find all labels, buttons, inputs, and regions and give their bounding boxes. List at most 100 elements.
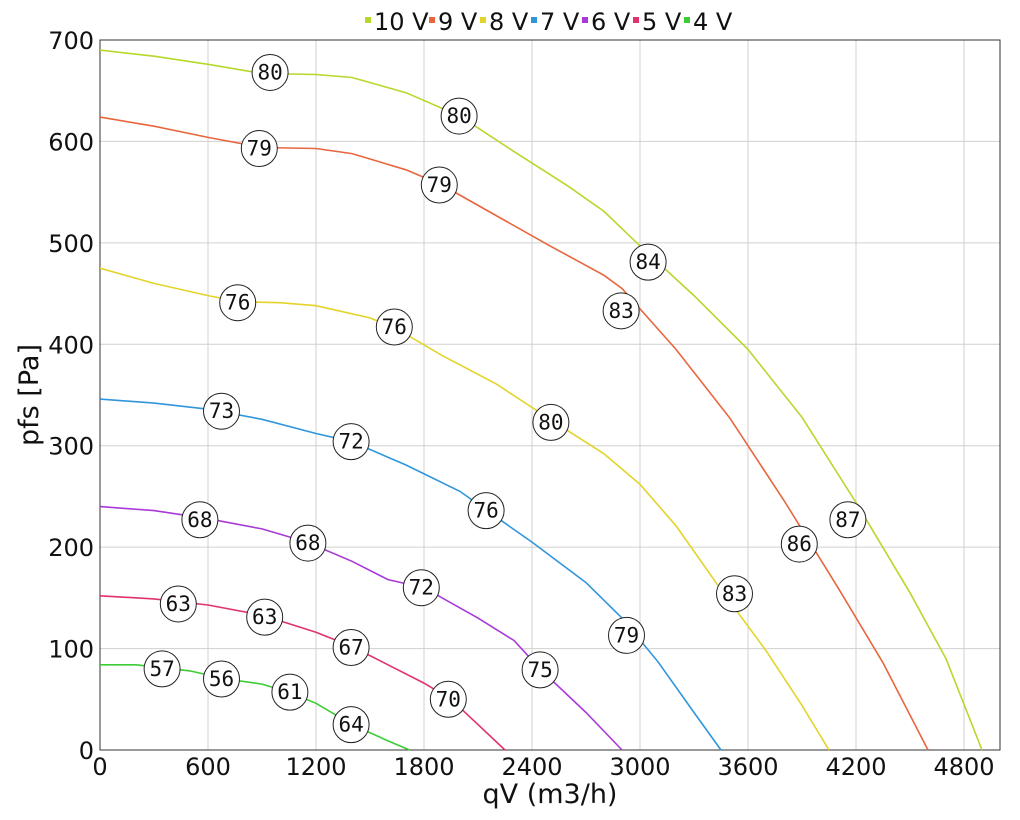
marker-circle [629, 243, 667, 281]
marker-circle [332, 706, 370, 744]
efficiency-marker: 64 [332, 706, 370, 744]
marker-label: 79 [247, 137, 272, 161]
y-tick-label: 200 [48, 534, 94, 562]
marker-circle [143, 650, 181, 688]
marker-label: 83 [722, 582, 747, 606]
y-tick-label: 700 [48, 27, 94, 55]
x-tick-label: 600 [185, 753, 231, 781]
efficiency-marker: 80 [532, 403, 570, 441]
efficiency-marker: 68 [181, 501, 219, 539]
efficiency-marker: 87 [829, 501, 867, 539]
marker-circle [159, 585, 197, 623]
legend-item[interactable]: 4 V [684, 8, 733, 36]
marker-label: 67 [338, 636, 363, 660]
marker-circle [251, 53, 289, 91]
marker-label: 83 [608, 299, 633, 323]
efficiency-marker: 86 [780, 525, 818, 563]
efficiency-marker: 61 [271, 673, 309, 711]
marker-circle [716, 575, 753, 613]
marker-circle [271, 673, 309, 711]
legend-label: 5 V [642, 8, 682, 36]
marker-circle [332, 423, 370, 461]
efficiency-marker: 79 [420, 166, 458, 204]
marker-label: 64 [338, 713, 363, 737]
marker-label: 76 [473, 499, 498, 523]
legend-item[interactable]: 8 V [480, 8, 529, 36]
efficiency-marker: 84 [629, 243, 667, 281]
marker-circle [429, 680, 467, 718]
efficiency-marker: 72 [402, 569, 440, 607]
marker-circle [521, 651, 559, 689]
efficiency-marker: 75 [521, 651, 559, 689]
legend-swatch [684, 17, 690, 23]
marker-label: 61 [277, 680, 302, 704]
marker-label: 80 [538, 410, 563, 434]
legend-label: 9 V [438, 8, 478, 36]
y-tick-label: 500 [48, 230, 94, 258]
marker-label: 63 [166, 592, 191, 616]
efficiency-marker: 73 [203, 392, 240, 430]
legend[interactable]: 10 V 9 V 8 V 7 V 6 V 5 V 4 V [365, 8, 733, 36]
legend-label: 4 V [693, 8, 733, 36]
marker-circle [181, 501, 219, 539]
x-tick-label: 1800 [393, 753, 454, 781]
marker-label: 87 [835, 508, 860, 532]
axis-ticks: 0 600 1200 1800 2400 3000 3600 4200 4800 0 100 200 3… [48, 27, 994, 781]
legend-item[interactable]: 7 V [531, 8, 580, 36]
efficiency-marker: 57 [143, 650, 181, 688]
marker-label: 75 [527, 658, 552, 682]
efficiency-marker: 72 [332, 423, 370, 461]
x-tick-label: 3600 [717, 753, 778, 781]
marker-label: 84 [635, 250, 660, 274]
legend-item[interactable]: 6 V [582, 8, 631, 36]
marker-label: 86 [787, 532, 812, 556]
y-tick-label: 300 [48, 433, 94, 461]
y-tick-label: 600 [48, 128, 94, 156]
legend-item[interactable]: 10 V [365, 8, 429, 36]
legend-label: 10 V [374, 8, 429, 36]
x-tick-label: 0 [92, 753, 107, 781]
legend-label: 6 V [591, 8, 631, 36]
marker-circle [240, 130, 278, 168]
marker-circle [203, 392, 240, 430]
marker-circle [289, 524, 327, 562]
marker-label: 56 [209, 667, 234, 691]
efficiency-marker: 76 [375, 308, 413, 346]
y-tick-label: 100 [48, 636, 94, 664]
y-tick-label: 400 [48, 331, 94, 359]
legend-item[interactable]: 5 V [633, 8, 682, 36]
marker-circle [467, 492, 505, 530]
y-axis-title: pfs [Pa] [14, 344, 45, 446]
x-tick-label: 4800 [933, 753, 994, 781]
legend-swatch [531, 17, 537, 23]
legend-swatch [365, 17, 371, 23]
legend-swatch [633, 17, 639, 23]
efficiency-marker: 63 [246, 598, 284, 636]
efficiency-marker: 56 [203, 660, 240, 698]
efficiency-marker: 70 [429, 680, 467, 718]
efficiency-marker: 80 [440, 97, 478, 135]
marker-circle [402, 569, 440, 607]
marker-label: 73 [209, 399, 234, 423]
grid [100, 40, 1000, 750]
marker-label: 72 [338, 430, 363, 454]
marker-circle [608, 616, 645, 654]
efficiency-markers: 80 80 84 87 79 79 83 86 76 76 80 83 73 72 76 79 68 68 72 75… [143, 53, 867, 744]
legend-item[interactable]: 9 V [429, 8, 478, 36]
marker-label: 76 [382, 315, 407, 339]
plot-area-frame [99, 39, 1001, 751]
marker-label: 80 [446, 104, 471, 128]
marker-label: 79 [427, 173, 452, 197]
marker-circle [829, 501, 867, 539]
marker-label: 80 [257, 60, 282, 84]
marker-label: 79 [614, 623, 639, 647]
marker-circle [246, 598, 284, 636]
marker-circle [780, 525, 818, 563]
marker-circle [375, 308, 413, 346]
x-tick-label: 2400 [501, 753, 562, 781]
efficiency-marker: 67 [332, 629, 370, 667]
y-tick-label: 0 [79, 737, 94, 765]
marker-label: 68 [187, 508, 212, 532]
efficiency-marker: 76 [467, 492, 505, 530]
